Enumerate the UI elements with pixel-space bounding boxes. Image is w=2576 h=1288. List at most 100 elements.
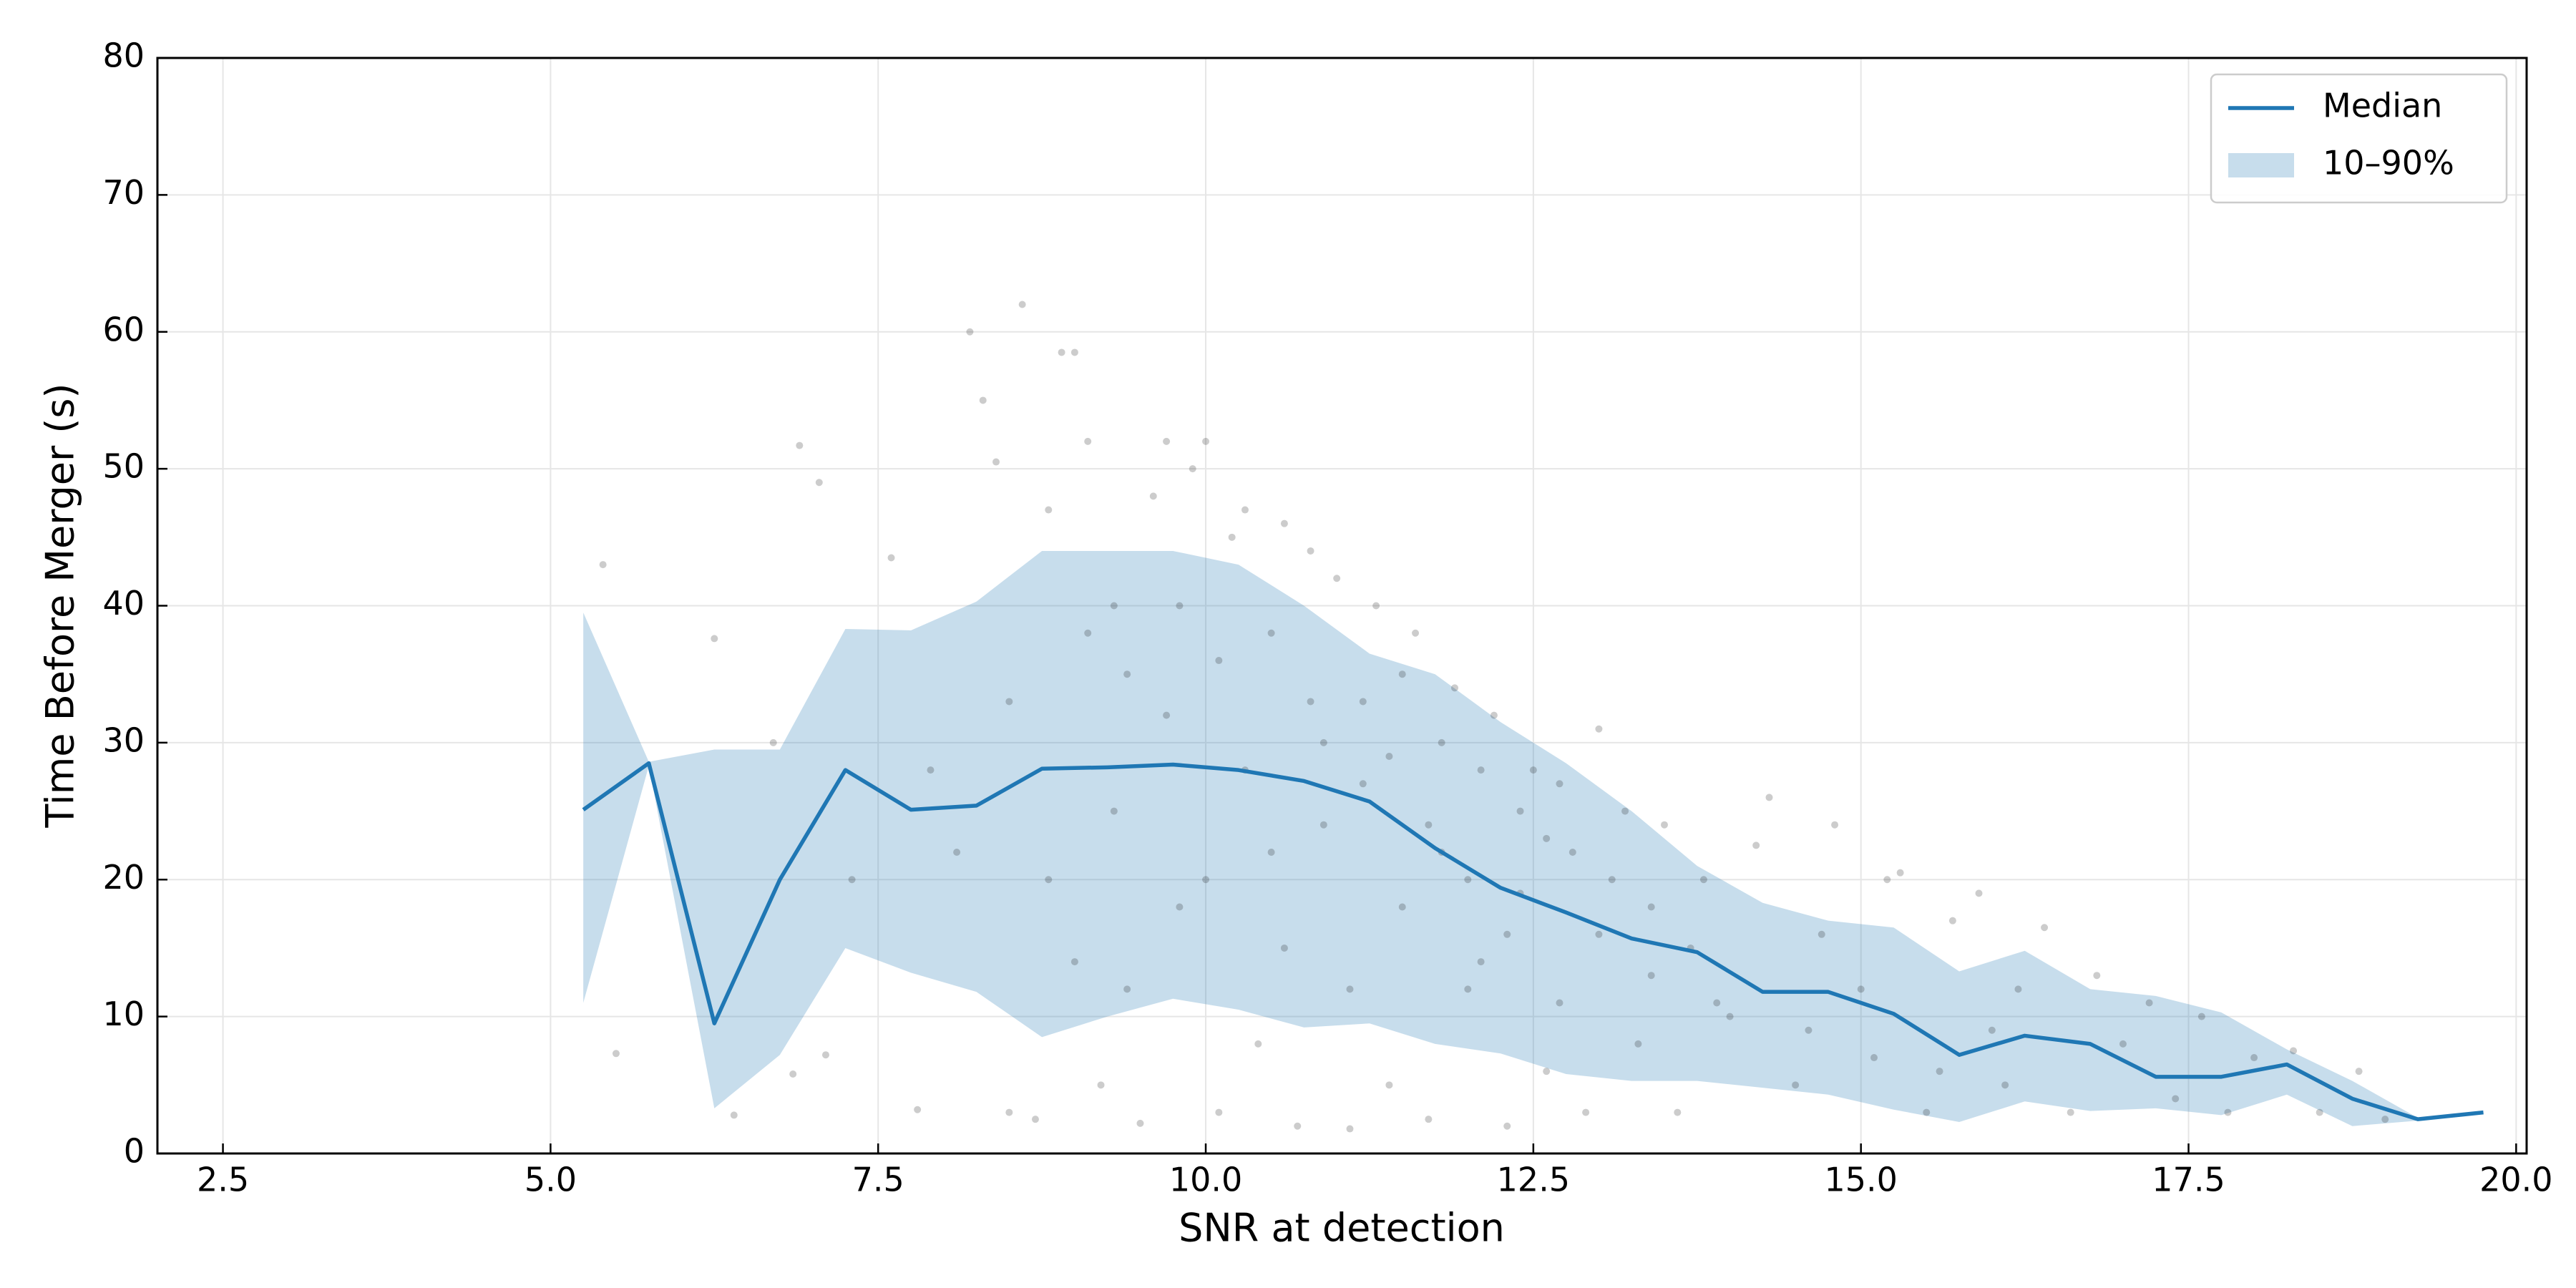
scatter-point — [1516, 807, 1524, 815]
scatter-point — [1319, 738, 1327, 746]
scatter-point — [1765, 794, 1773, 801]
scatter-point — [1319, 821, 1327, 829]
scatter-point — [927, 766, 935, 774]
scatter-point — [1792, 1081, 1800, 1089]
scatter-point — [1595, 725, 1603, 733]
x-tick-label: 2.5 — [197, 1161, 249, 1199]
scatter-point — [1503, 1122, 1511, 1130]
scatter-point — [796, 441, 804, 449]
scatter-point — [1385, 1081, 1393, 1089]
scatter-point — [1372, 602, 1380, 610]
scatter-point — [1070, 348, 1078, 356]
scatter-point — [821, 1051, 829, 1059]
scatter-point — [2381, 1116, 2389, 1123]
scatter-point — [1450, 684, 1458, 692]
scatter-point — [1582, 1108, 1590, 1116]
y-tick-label: 40 — [102, 584, 145, 623]
scatter-point — [1241, 506, 1249, 514]
scatter-point — [1975, 889, 1983, 897]
scatter-point — [1464, 876, 1472, 884]
scatter-point — [1005, 698, 1013, 706]
scatter-point — [1412, 629, 1420, 637]
scatter-point — [1556, 780, 1563, 788]
scatter-point — [2041, 924, 2049, 932]
scatter-point — [1163, 437, 1171, 445]
scatter-point — [1713, 999, 1721, 1007]
scatter-point — [1896, 869, 1904, 877]
scatter-point — [1818, 930, 1825, 938]
scatter-point — [1883, 876, 1891, 884]
scatter-point — [1280, 944, 1288, 952]
scatter-point — [1346, 1125, 1354, 1133]
scatter-point — [1398, 903, 1406, 911]
x-axis-label: SNR at detection — [1179, 1206, 1505, 1251]
x-tick-label: 12.5 — [1497, 1161, 1570, 1199]
scatter-point — [2290, 1047, 2298, 1055]
scatter-point — [711, 635, 718, 643]
scatter-point — [1228, 533, 1236, 541]
scatter-point — [1333, 575, 1341, 582]
plot-frame — [156, 57, 2528, 1155]
scatter-point — [2197, 1013, 2205, 1020]
scatter-point — [1254, 1040, 1262, 1048]
scatter-point — [2067, 1108, 2074, 1116]
y-tick-label: 80 — [102, 36, 145, 75]
legend-label: Median — [2323, 87, 2442, 125]
scatter-point — [1070, 958, 1078, 966]
scatter-point — [1621, 807, 1629, 815]
scatter-point — [966, 328, 974, 336]
scatter-point — [1202, 437, 1210, 445]
y-axis-label: Time Before Merger (s) — [38, 383, 83, 828]
scatter-point — [1267, 848, 1275, 856]
scatter-point — [1936, 1068, 1943, 1075]
scatter-point — [1464, 985, 1472, 993]
scatter-point — [1647, 903, 1655, 911]
scatter-point — [914, 1106, 922, 1113]
scatter-point — [1568, 848, 1576, 856]
scatter-point — [1699, 876, 1707, 884]
scatter-point — [1831, 821, 1839, 829]
scatter-point — [2001, 1081, 2009, 1089]
scatter-point — [2093, 972, 2101, 980]
scatter-point — [1425, 1116, 1433, 1123]
scatter-point — [2355, 1068, 2363, 1075]
scatter-point — [815, 479, 823, 487]
scatter-point — [1988, 1026, 1996, 1034]
scatter-point — [1136, 1119, 1144, 1127]
scatter-point — [1661, 821, 1669, 829]
scatter-point — [1543, 1068, 1551, 1075]
scatter-point — [730, 1111, 738, 1119]
scatter-point — [1398, 670, 1406, 678]
scatter-point — [2316, 1108, 2323, 1116]
scatter-point — [1058, 348, 1065, 356]
scatter-point — [1149, 492, 1157, 500]
scatter-point — [1608, 876, 1616, 884]
y-tick-label: 60 — [102, 310, 145, 348]
scatter-point — [1307, 547, 1314, 555]
scatter-point — [1425, 821, 1433, 829]
scatter-point — [1529, 766, 1537, 774]
scatter-point — [2224, 1108, 2232, 1116]
scatter-point — [887, 554, 895, 562]
scatter-point — [1543, 834, 1551, 842]
scatter-point — [1556, 999, 1563, 1007]
scatter-point — [1726, 1013, 1734, 1020]
x-tick-label: 20.0 — [2479, 1161, 2552, 1199]
scatter-point — [769, 738, 777, 746]
legend-patch — [2228, 153, 2294, 177]
scatter-point — [1215, 1108, 1223, 1116]
scatter-point — [1359, 698, 1367, 706]
scatter-point — [1045, 876, 1053, 884]
scatter-point — [1215, 657, 1223, 665]
x-tick-label: 15.0 — [1824, 1161, 1897, 1199]
x-tick-label: 7.5 — [852, 1161, 904, 1199]
scatter-point — [1176, 602, 1184, 610]
scatter-point — [1923, 1108, 1931, 1116]
scatter-point — [1385, 753, 1393, 761]
scatter-point — [1045, 506, 1053, 514]
scatter-point — [1097, 1081, 1105, 1089]
scatter-point — [1110, 807, 1118, 815]
median-line — [582, 761, 2484, 1121]
scatter-point — [1018, 301, 1026, 308]
